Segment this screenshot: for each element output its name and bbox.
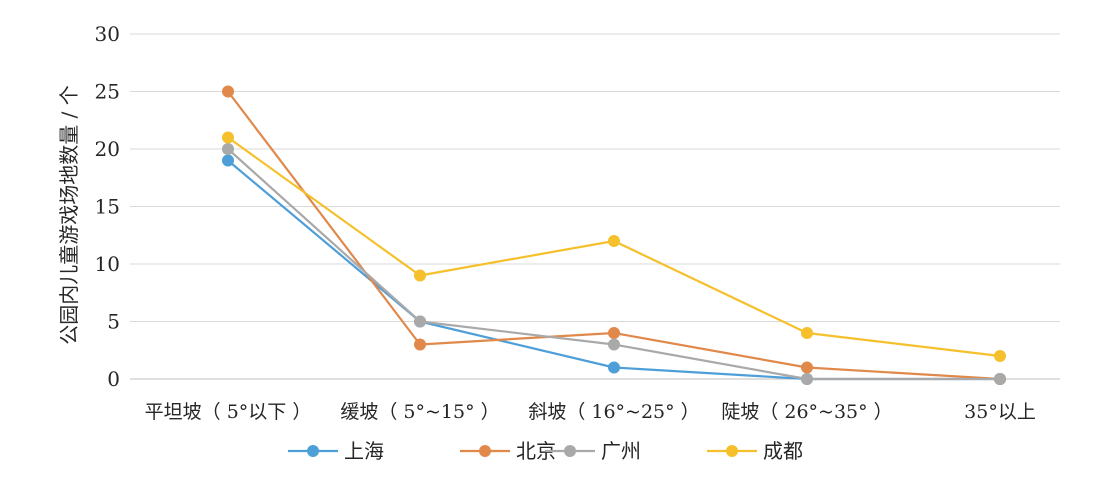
y-tick-label: 20 [95, 137, 120, 161]
data-point [608, 327, 620, 339]
x-tick-label: 35°以上 [964, 401, 1036, 423]
legend-marker [307, 445, 319, 457]
legend-item: 上海 [288, 439, 384, 463]
y-tick-label: 30 [95, 22, 120, 46]
data-point [608, 361, 620, 374]
x-tick-label: 陡坡（ 26°~35° ） [721, 401, 892, 423]
y-tick-label: 10 [95, 252, 120, 276]
x-axis-ticks: 平坦坡（ 5°以下 ） 缓坡（ 5°~15° ） 斜坡（ 16°~25° ） 陡坡（ … [145, 401, 1036, 423]
data-point [222, 154, 234, 167]
legend-label: 广州 [601, 439, 641, 463]
data-point [994, 350, 1006, 362]
data-point [414, 315, 426, 328]
x-tick-label: 平坦坡（ 5°以下 ） [145, 401, 312, 423]
legend-label: 上海 [344, 439, 384, 463]
x-tick-label: 斜坡（ 16°~25° ） [528, 401, 699, 423]
data-point [801, 361, 813, 374]
y-tick-label: 0 [107, 367, 120, 391]
gridlines [130, 33, 1060, 380]
data-point [222, 85, 234, 98]
y-tick-label: 25 [95, 80, 120, 104]
data-point [994, 373, 1006, 385]
data-point [801, 373, 813, 385]
y-tick-label: 5 [107, 310, 120, 334]
y-tick-label: 15 [95, 195, 120, 219]
legend-item: 成都 [707, 439, 803, 463]
series-成都 [222, 131, 1006, 362]
series-lines [222, 85, 1006, 385]
data-point [414, 269, 426, 282]
data-point [608, 235, 620, 247]
y-axis-label: 公园内儿童游戏场地数量 / 个 [57, 85, 81, 344]
legend-label: 成都 [763, 439, 803, 463]
legend-marker [564, 445, 576, 457]
x-tick-label: 缓坡（ 5°~15° ） [340, 401, 499, 423]
y-axis-ticks: 0 5 10 15 20 25 30 [95, 22, 120, 391]
legend-item: 广州 [545, 439, 641, 463]
legend: 上海 北京 广州 成都 [288, 439, 803, 463]
data-point [801, 327, 813, 339]
legend-item: 北京 [460, 439, 556, 463]
data-point [222, 143, 234, 155]
legend-marker [726, 445, 738, 457]
data-point [414, 338, 426, 351]
series-广州 [222, 143, 1006, 385]
legend-marker [479, 445, 491, 457]
data-point [222, 131, 234, 144]
data-point [608, 338, 620, 351]
